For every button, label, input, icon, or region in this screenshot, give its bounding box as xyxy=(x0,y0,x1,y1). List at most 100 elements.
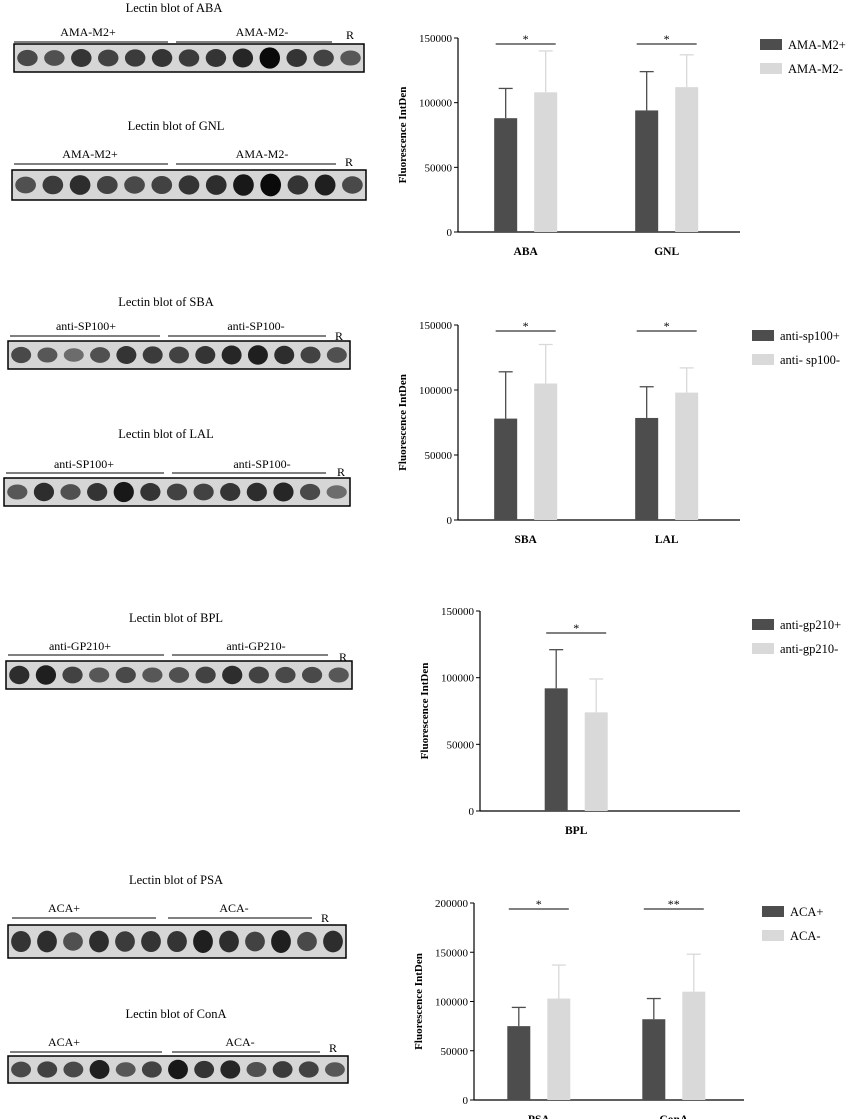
blot-band xyxy=(87,483,108,501)
ref-label: R xyxy=(345,155,353,169)
bar xyxy=(507,1026,531,1100)
group-label-right: AMA-M2- xyxy=(236,147,289,161)
bar xyxy=(547,998,571,1100)
legend-swatch xyxy=(760,39,782,50)
group-label-right: anti-SP100- xyxy=(233,457,290,471)
y-axis-label: Fluorescence IntDen xyxy=(413,953,425,1050)
y-axis-label: Fluorescence IntDen xyxy=(397,87,409,184)
blot-band xyxy=(11,346,32,364)
blot-band xyxy=(113,481,134,503)
bar xyxy=(534,92,558,232)
blot-band xyxy=(42,175,64,195)
blot-band xyxy=(11,1061,32,1078)
blot-band xyxy=(15,176,36,194)
legend-label: anti-gp210- xyxy=(780,642,838,656)
bar xyxy=(635,110,659,232)
blot-band xyxy=(271,929,291,954)
group-label-right: ACA- xyxy=(225,1035,254,1049)
blot-band xyxy=(194,1060,215,1079)
y-tick-label: 150000 xyxy=(419,33,453,45)
y-axis-label: Fluorescence IntDen xyxy=(419,663,431,760)
blot-panel-aba: Lectin blot of ABA AMA-M2+ AMA-M2- R xyxy=(13,1,365,73)
blot-panel-sba: Lectin blot of SBA anti-SP100+ anti-SP10… xyxy=(7,295,351,370)
blot-band xyxy=(9,665,30,685)
blot-band xyxy=(11,930,31,953)
legend-swatch xyxy=(752,619,774,630)
bar xyxy=(494,118,518,232)
bar-chart-aba-gnl: 0 50000 100000 150000 Fluorescence IntDen ABA… xyxy=(397,32,846,258)
blot-strip xyxy=(5,660,353,690)
blot-title: Lectin blot of LAL xyxy=(118,427,213,441)
group-label-left: anti-SP100+ xyxy=(56,319,116,333)
legend-swatch xyxy=(762,930,784,941)
bar xyxy=(494,418,518,520)
blot-band xyxy=(7,484,28,500)
blot-panel-lal: Lectin blot of LAL anti-SP100+ anti-SP10… xyxy=(3,427,351,507)
legend-label: anti-gp210+ xyxy=(780,618,841,632)
legend-swatch xyxy=(752,354,774,365)
blot-band xyxy=(287,175,309,195)
category-label: ConA xyxy=(659,1114,688,1119)
legend-swatch xyxy=(760,63,782,74)
blot-band xyxy=(298,1061,319,1078)
blot-title: Lectin blot of GNL xyxy=(128,119,225,133)
y-tick-label: 100000 xyxy=(435,997,469,1009)
blot-title: Lectin blot of ABA xyxy=(126,1,223,15)
legend-label: ACA+ xyxy=(790,905,823,919)
bar xyxy=(635,417,659,520)
blot-band xyxy=(220,1060,241,1079)
y-axis-label: Fluorescence IntDen xyxy=(397,374,409,471)
blot-band xyxy=(142,346,163,364)
blot-strip xyxy=(7,924,347,959)
blot-title: Lectin blot of ConA xyxy=(125,1007,226,1021)
blot-band xyxy=(193,929,213,954)
blot-panel-bpl: Lectin blot of BPL anti-GP210+ anti-GP21… xyxy=(5,611,353,690)
blot-band xyxy=(328,667,349,683)
blot-band xyxy=(299,483,321,501)
significance-marker: * xyxy=(536,897,542,911)
blot-band xyxy=(259,47,280,69)
blot-band xyxy=(342,176,363,194)
group-label-left: AMA-M2+ xyxy=(60,25,116,39)
blot-band xyxy=(193,483,214,501)
category-label: PSA xyxy=(528,1114,550,1119)
blot-band xyxy=(69,175,91,195)
blot-band xyxy=(62,666,83,684)
legend-swatch xyxy=(752,330,774,341)
blot-band xyxy=(115,666,136,684)
y-tick-label: 0 xyxy=(463,1095,469,1107)
category-label: LAL xyxy=(655,534,679,546)
blot-band xyxy=(44,50,65,66)
legend-label: ACA- xyxy=(790,929,821,943)
blot-title: Lectin blot of PSA xyxy=(129,873,223,887)
blot-band xyxy=(195,666,216,684)
ref-label: R xyxy=(329,1041,337,1055)
blot-band xyxy=(274,345,295,365)
blot-band xyxy=(140,483,161,501)
blot-band xyxy=(35,665,57,685)
bar xyxy=(544,688,568,811)
group-label-left: anti-GP210+ xyxy=(49,639,111,653)
significance-marker: * xyxy=(523,319,529,333)
significance-marker: * xyxy=(523,32,529,46)
category-label: SBA xyxy=(514,534,537,546)
blot-band xyxy=(60,484,81,500)
blot-band xyxy=(168,1059,188,1080)
y-tick-label: 0 xyxy=(447,515,453,527)
y-tick-label: 50000 xyxy=(425,162,453,174)
significance-marker: * xyxy=(664,319,670,333)
blot-panel-cona: Lectin blot of ConA ACA+ ACA- R xyxy=(7,1007,349,1084)
bar xyxy=(675,392,699,520)
legend-label: anti-sp100+ xyxy=(780,329,840,343)
blot-strip xyxy=(7,1055,349,1084)
blot-title: Lectin blot of SBA xyxy=(118,295,213,309)
blot-band xyxy=(219,930,239,953)
category-label: GNL xyxy=(654,246,679,258)
blot-band xyxy=(115,931,135,952)
ref-label: R xyxy=(339,650,347,664)
significance-marker: * xyxy=(664,32,670,46)
y-tick-label: 50000 xyxy=(447,739,475,751)
y-tick-label: 150000 xyxy=(435,947,469,959)
blot-band xyxy=(313,49,334,67)
blot-band xyxy=(96,176,118,194)
